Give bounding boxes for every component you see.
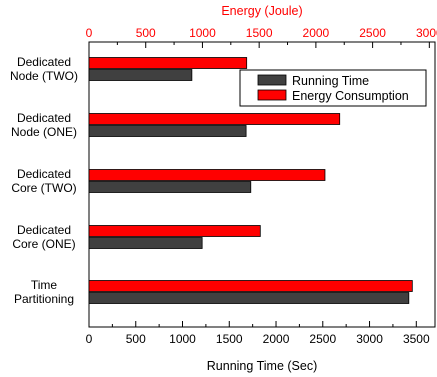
category-label-line: Dedicated	[17, 55, 71, 69]
bottom-axis-title: Running Time (Sec)	[207, 359, 317, 373]
top-tick-label: 3000	[416, 26, 437, 40]
running-time-bar	[88, 292, 410, 304]
bottom-tick-label: 1000	[169, 332, 196, 346]
bottom-tick-label: 3500	[403, 332, 430, 346]
energy-bar	[88, 280, 413, 292]
top-axis-title: Energy (Joule)	[221, 4, 302, 18]
category-label-line: Node (TWO)	[10, 69, 78, 83]
energy-bar	[88, 57, 248, 69]
legend-label: Running Time	[292, 74, 369, 88]
category-label: Dedicated Core (ONE)	[12, 223, 75, 251]
category-label: Dedicated Core (TWO)	[11, 167, 76, 195]
top-tick-label: 2000	[303, 26, 330, 40]
bars-group	[88, 57, 413, 304]
top-tick-label: 0	[86, 26, 93, 40]
running-time-bar	[88, 237, 203, 249]
category-label-line: Node (ONE)	[11, 125, 77, 139]
category-label-line: Dedicated	[17, 111, 71, 125]
top-tick-label: 1500	[246, 26, 273, 40]
bottom-tick-label: 500	[126, 332, 146, 346]
bottom-tick-label: 0	[86, 332, 93, 346]
legend-swatch	[257, 74, 287, 86]
top-tick-label: 1000	[189, 26, 216, 40]
bottom-tick-label: 3000	[356, 332, 383, 346]
category-label-line: Dedicated	[17, 167, 71, 181]
legend-label: Energy Consumption	[292, 89, 409, 103]
ticks-group: 0 500 1000 1500 2000 2500 3000 3500 0 500 1000 1500…	[86, 26, 437, 346]
category-label: Time Partitioning	[14, 278, 74, 306]
top-tick-label: 500	[136, 26, 156, 40]
top-tick-label: 2500	[359, 26, 386, 40]
category-label-line: Core (TWO)	[11, 181, 76, 195]
legend-swatch	[257, 89, 287, 101]
energy-bar	[88, 113, 341, 125]
category-label-line: Dedicated	[17, 223, 71, 237]
category-labels: Dedicated Node (TWO)Dedicated Node (ONE)De…	[10, 55, 78, 306]
running-time-bar	[88, 125, 247, 137]
category-label-line: Partitioning	[14, 292, 74, 306]
category-label-line: Core (ONE)	[12, 237, 75, 251]
bottom-tick-label: 1500	[216, 332, 243, 346]
running-time-bar	[88, 181, 252, 193]
category-label: Dedicated Node (TWO)	[10, 55, 78, 83]
bottom-tick-label: 2500	[309, 332, 336, 346]
energy-bar	[88, 169, 326, 181]
running-time-bar	[88, 69, 193, 81]
bottom-tick-label: 2000	[263, 332, 290, 346]
category-label: Dedicated Node (ONE)	[11, 111, 77, 139]
energy-bar	[88, 225, 261, 237]
category-label-line: Time	[31, 278, 58, 292]
